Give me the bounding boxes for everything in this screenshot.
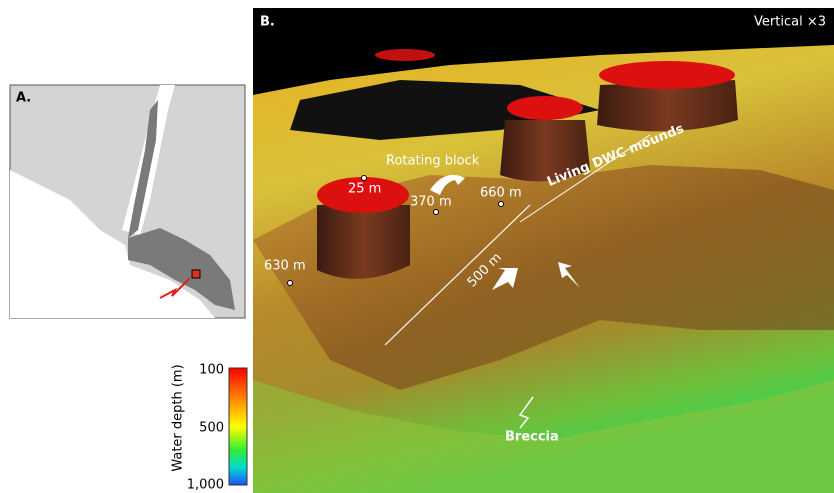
annotation: 630 m xyxy=(264,259,306,274)
panel-b: B. Vertical ×3 Rotating block 25 m 370 m… xyxy=(253,8,834,493)
annotation: 370 m xyxy=(410,195,452,210)
mound-top xyxy=(375,49,435,61)
point xyxy=(362,176,367,181)
colorbar: 100 500 1,000 Water depth (m) xyxy=(171,363,248,493)
panel-label: A. xyxy=(16,91,31,106)
annotation: Breccia xyxy=(505,430,559,445)
scale-note: Vertical ×3 xyxy=(754,15,826,30)
color-scale xyxy=(229,368,247,485)
annotation: 660 m xyxy=(480,186,522,201)
location-marker xyxy=(192,270,200,278)
tick-label: 500 xyxy=(199,421,224,436)
mound-top xyxy=(599,61,735,89)
figure: A. B. Vertical ×3 Rotating block 25 m 37… xyxy=(0,0,834,493)
point xyxy=(288,281,293,286)
panel-a: A. xyxy=(10,85,245,318)
annotation: Rotating block xyxy=(386,154,480,169)
mound xyxy=(317,205,410,279)
mound-top xyxy=(507,96,583,120)
annotation: 25 m xyxy=(348,182,381,197)
tick-label: 100 xyxy=(199,363,224,378)
tick-label: 1,000 xyxy=(187,478,224,493)
point xyxy=(434,210,439,215)
colorbar-title: Water depth (m) xyxy=(171,364,186,471)
panel-label: B. xyxy=(260,15,275,30)
point xyxy=(499,202,504,207)
